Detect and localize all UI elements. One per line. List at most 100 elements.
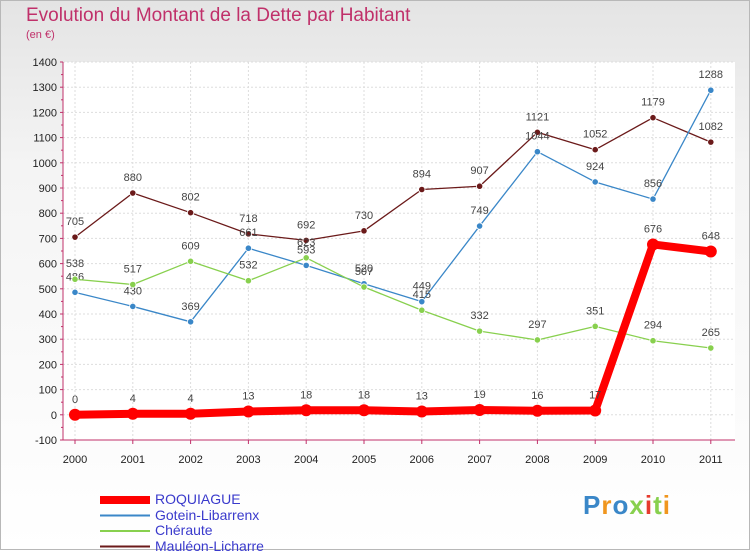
legend-label: ROQUIAGUE <box>155 491 241 507</box>
logo-letter: i <box>644 490 654 520</box>
data-label: 705 <box>66 216 84 228</box>
y-tick-label: 600 <box>39 259 57 271</box>
data-label: 749 <box>470 205 488 217</box>
data-point <box>415 405 428 418</box>
logo-letter: r <box>601 490 613 520</box>
series-line <box>74 257 711 349</box>
data-point <box>707 344 715 352</box>
data-point <box>129 189 137 197</box>
data-label: 730 <box>355 210 373 222</box>
data-point <box>360 227 368 235</box>
data-label: 623 <box>297 237 315 249</box>
data-point <box>71 275 79 283</box>
data-label: 13 <box>242 391 254 403</box>
x-tick-label: 2011 <box>699 454 723 466</box>
data-point <box>531 404 544 417</box>
y-tick-label: 0 <box>51 410 57 422</box>
y-tick-label: -100 <box>35 435 57 447</box>
y-tick-label: 1000 <box>33 158 57 170</box>
logo-letter: x <box>629 490 645 520</box>
data-label: 692 <box>297 219 315 231</box>
data-label: 1179 <box>641 97 665 109</box>
chart-title: Evolution du Montant de la Dette par Hab… <box>26 5 411 26</box>
y-tick-label: 1100 <box>33 133 57 145</box>
data-label: 532 <box>239 260 257 272</box>
y-tick-label: 400 <box>39 309 57 321</box>
data-point <box>707 138 715 146</box>
data-label: 16 <box>531 390 543 402</box>
data-point <box>649 195 657 203</box>
y-tick-label: 500 <box>39 284 57 296</box>
series-gotein-libarrenx: 48643036966159352044974910449248561288 <box>66 69 723 326</box>
data-label: 297 <box>528 319 546 331</box>
data-label: 4 <box>130 393 136 405</box>
data-label: 880 <box>124 172 142 184</box>
data-point <box>187 257 195 265</box>
data-point <box>533 336 542 344</box>
x-tick-label: 2008 <box>525 454 549 466</box>
proxiti-logo: Proxiti <box>583 490 671 521</box>
data-label: 332 <box>470 310 488 322</box>
data-point <box>589 404 602 417</box>
data-point <box>647 238 659 251</box>
data-label: 17 <box>589 390 601 402</box>
series-line <box>74 89 712 323</box>
series-line <box>74 240 712 419</box>
data-point <box>300 404 313 417</box>
data-label: 13 <box>416 391 428 403</box>
x-tick-label: 2001 <box>121 454 145 466</box>
data-label: 294 <box>644 320 662 332</box>
data-label: 1121 <box>526 111 550 123</box>
x-tick-label: 2002 <box>178 454 202 466</box>
data-point <box>475 327 484 335</box>
logo-letter: P <box>583 490 602 520</box>
data-point <box>302 261 310 269</box>
data-label: 718 <box>239 213 257 225</box>
y-tick-label: 800 <box>39 208 57 220</box>
y-tick-label: 300 <box>39 334 57 346</box>
data-label: 19 <box>473 389 485 401</box>
data-point <box>704 245 717 258</box>
data-point <box>184 407 197 420</box>
data-point <box>418 185 426 194</box>
plot-area <box>63 62 735 440</box>
data-label: 517 <box>124 264 142 276</box>
data-point <box>302 236 310 245</box>
data-point <box>69 408 81 421</box>
x-tick-label: 2006 <box>410 454 434 466</box>
data-point <box>244 230 252 238</box>
legend-label: Gotein-Libarrenx <box>155 506 260 523</box>
data-point <box>473 404 486 417</box>
data-label: 648 <box>702 231 720 243</box>
data-point <box>358 404 370 417</box>
data-point <box>242 405 255 418</box>
x-tick-label: 2000 <box>63 454 87 466</box>
data-label: 856 <box>644 178 662 190</box>
data-point <box>591 146 599 154</box>
data-point <box>649 114 657 122</box>
x-tick-label: 2004 <box>294 454 318 466</box>
logo-letter: i <box>662 490 671 520</box>
data-label: 593 <box>297 244 315 256</box>
y-tick-label: 200 <box>39 359 57 371</box>
data-point <box>126 407 139 420</box>
data-point <box>533 148 542 156</box>
data-label: 676 <box>644 223 662 235</box>
data-label: 369 <box>181 301 199 313</box>
data-label: 894 <box>413 169 431 181</box>
data-label: 415 <box>413 289 431 301</box>
data-label: 924 <box>586 161 604 173</box>
data-label: 4 <box>188 393 194 405</box>
y-tick-label: 1400 <box>33 57 57 69</box>
data-label: 907 <box>470 165 488 177</box>
data-label: 265 <box>702 327 720 339</box>
data-point <box>244 277 252 285</box>
data-point <box>475 222 484 230</box>
data-label: 520 <box>355 263 373 275</box>
y-tick-label: 100 <box>39 385 57 397</box>
data-point <box>360 283 368 291</box>
data-label: 1082 <box>699 121 723 133</box>
y-tick-label: 900 <box>39 183 57 195</box>
data-label: 430 <box>124 285 142 297</box>
